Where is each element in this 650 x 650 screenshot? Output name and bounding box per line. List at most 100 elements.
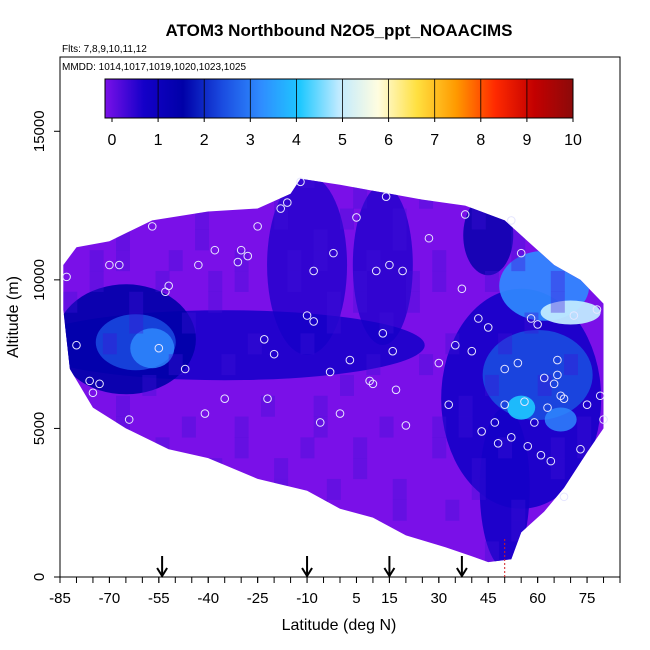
field-cell [155,458,170,480]
sample-point [253,222,262,231]
field-cell [498,178,513,188]
sample-point [398,266,407,276]
field-cell [484,270,499,292]
field-cell [419,354,434,376]
sample-point [500,400,510,409]
field-cell [577,416,592,438]
field-cell [208,291,223,313]
sample-point [467,346,477,356]
field-cell [392,478,407,500]
sample-point [553,355,562,365]
sample-point [490,418,500,427]
colorbar: 0 1 2 3 4 5 6 7 8 9 10 [104,78,582,149]
y-tick-label: 15000 [31,110,48,152]
field-cell [511,520,526,542]
field-cell [313,416,328,438]
field-cell [564,520,578,542]
sample-point [309,317,318,326]
colorbar-tick-label: 4 [292,132,301,149]
field-cell [274,458,289,480]
field-cell [550,437,565,459]
field-cell [590,478,604,500]
axes: -85 -70 -55 -40 -25 -10 5 15 30 45 60 7505000100001… [31,110,621,607]
field-cell [313,520,328,542]
x-tick-label: -55 [148,590,170,607]
field-cell [471,208,486,230]
field-cell [353,437,368,459]
field-cell [195,229,210,251]
sample-point [513,358,523,368]
field-cell [405,291,420,313]
sample-point [282,198,292,207]
field-cell [484,541,499,563]
field-cell [208,270,223,292]
field-cell [168,250,183,272]
field-cell [366,520,381,542]
field-cell [537,374,552,396]
field-cell [155,178,170,188]
field-cell [168,354,183,376]
sample-point [559,492,569,502]
sample-point [539,373,549,383]
field-cell [116,229,130,251]
field-cell [392,229,407,251]
field-cell [155,437,170,459]
field-cell [366,354,381,376]
sample-point [385,260,394,270]
field-cell [313,499,328,521]
field-cell [129,291,144,313]
colorbar-tick-label: 6 [384,132,393,149]
sample-point [500,364,510,374]
field-cell [524,312,539,334]
y-tick-label: 0 [31,573,48,581]
x-tick-label: 15 [381,590,398,607]
x-tick-label: -40 [197,590,219,607]
sample-point [450,340,460,350]
sample-point [536,450,546,460]
sample-point [309,266,318,276]
x-tick-label: -25 [247,590,269,607]
y-tick-label: 5000 [31,412,48,445]
field-cell [590,208,604,230]
sample-point [345,355,355,365]
sample-point [114,260,124,270]
colorbar-tick-label: 5 [338,132,347,149]
field-cell [208,458,223,480]
colorbar-tick-label: 10 [564,132,582,149]
sample-point [391,385,401,395]
field-cell [102,333,117,355]
field-cell [471,187,486,209]
sample-point [95,379,104,389]
sample-point [154,343,164,353]
sample-point [533,320,542,329]
sample-point [269,349,279,359]
sample-point [549,379,559,389]
x-tick-label: 45 [480,590,497,607]
sample-point [559,394,569,404]
colorbar-bar [104,78,574,119]
sample-point [378,329,388,338]
sample-point [569,311,579,320]
sample-point [483,323,493,332]
sample-point [444,400,454,409]
y-tick-label: 10000 [31,259,48,301]
field-cell [313,250,328,272]
field-cell [498,333,513,355]
colorbar-tick-label: 7 [430,132,439,149]
field-cell [550,458,565,480]
field-cell [471,478,486,500]
field-cell [379,312,394,334]
sample-point [368,379,378,389]
field-cell [76,458,91,480]
sample-point [194,260,203,270]
sample-points [62,177,608,502]
field-cell [168,520,183,542]
field-cell [353,178,368,188]
field-cell [63,395,78,417]
field-cell [195,208,210,230]
arrow-head [383,567,396,578]
field-cell [76,478,91,500]
field-cell [432,270,447,292]
sample-point [424,233,434,243]
